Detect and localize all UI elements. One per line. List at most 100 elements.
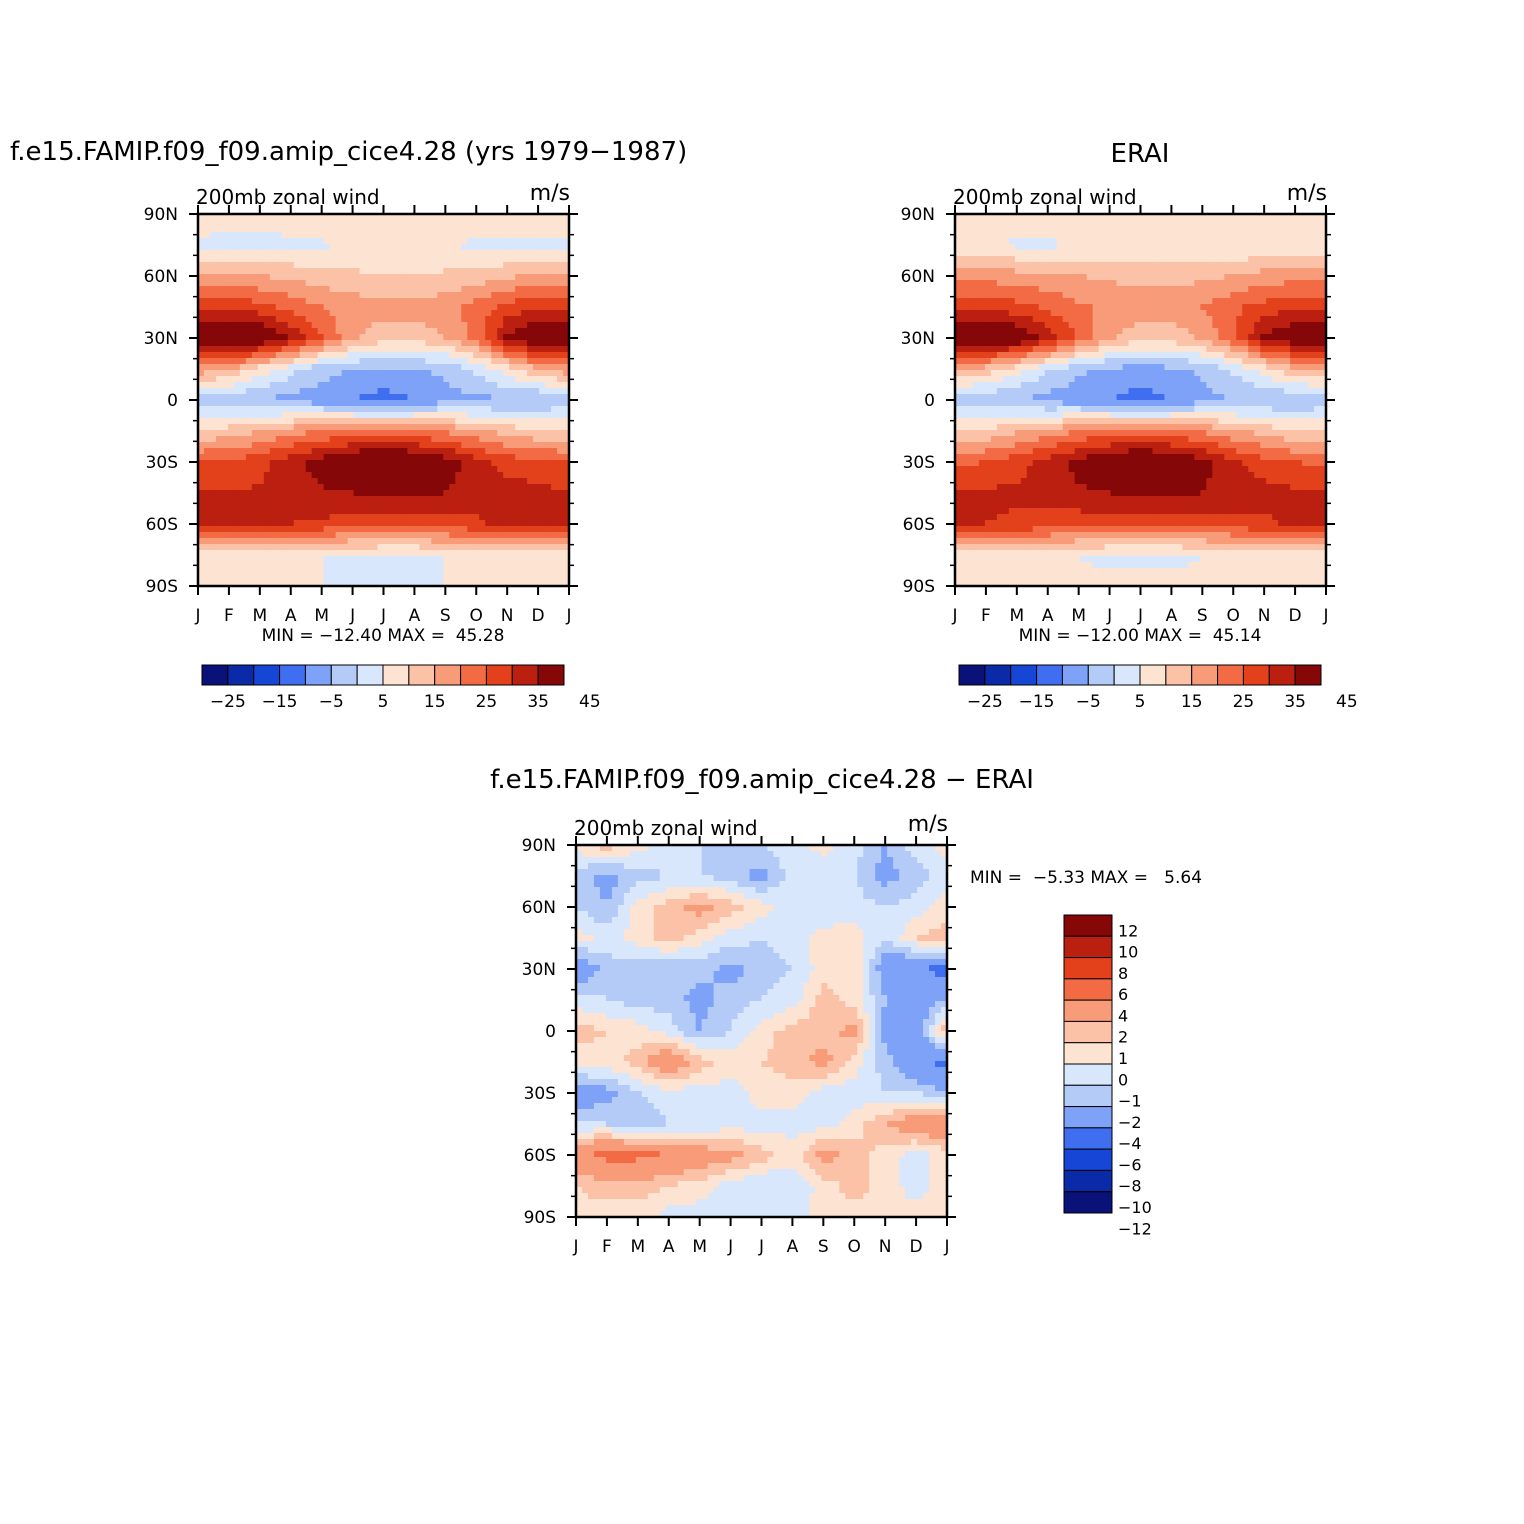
contour-cell (425, 466, 432, 473)
contour-cell (371, 352, 379, 359)
contour-cell (419, 388, 426, 395)
contour-cell (425, 538, 432, 545)
contour-cell (269, 478, 277, 485)
contour-cell (341, 280, 349, 287)
contour-cell (401, 250, 409, 257)
contour-cell (287, 376, 295, 383)
contour-cell (1050, 262, 1058, 269)
contour-cell (431, 250, 438, 257)
contour-cell (1212, 220, 1219, 227)
contour-cell (461, 250, 468, 257)
contour-cell (479, 298, 486, 305)
contour-cell (563, 574, 569, 581)
contour-cell (425, 418, 432, 425)
contour-cell (377, 502, 385, 509)
contour-cell (359, 364, 367, 371)
contour-cell (377, 574, 385, 581)
contour-cell (485, 310, 492, 317)
contour-cell (1158, 232, 1166, 239)
contour-cell (1032, 262, 1040, 269)
contour-cell (335, 568, 343, 575)
contour-cell (1068, 298, 1076, 305)
contour-cell (227, 244, 235, 251)
contour-cell (215, 538, 223, 545)
contour-cell (245, 232, 253, 239)
contour-cell (1044, 280, 1052, 287)
contour-cell (497, 550, 504, 557)
contour-cell (1068, 310, 1076, 317)
contour-cell (389, 532, 397, 539)
contour-cell (269, 448, 277, 455)
contour-cell (1206, 244, 1213, 251)
contour-cell (1272, 244, 1279, 251)
contour-cell (485, 346, 492, 353)
contour-cell (377, 448, 385, 455)
contour-cell (996, 244, 1004, 251)
contour-cell (539, 580, 546, 586)
contour-cell (395, 520, 403, 527)
contour-cell (443, 316, 450, 323)
contour-cell (1008, 304, 1016, 311)
contour-cell (257, 442, 265, 449)
contour-cell (251, 508, 259, 515)
contour-cell (209, 520, 217, 527)
contour-cell (1188, 268, 1195, 275)
contour-cell (491, 400, 498, 407)
contour-cell (401, 322, 409, 329)
contour-cell (551, 268, 558, 275)
contour-cell (515, 376, 522, 383)
colorbar-swatch (330, 664, 358, 686)
contour-cell (317, 316, 325, 323)
contour-cell (449, 562, 456, 569)
contour-cell (1146, 238, 1154, 245)
contour-cell (1152, 274, 1160, 281)
contour-cell (563, 460, 569, 467)
contour-cell (1236, 250, 1243, 257)
contour-cell (473, 406, 480, 413)
contour-cell (323, 472, 331, 479)
contour-cell (251, 340, 259, 347)
panel-title: ERAI (1111, 139, 1170, 169)
contour-cell (341, 442, 349, 449)
contour-cell (539, 562, 546, 569)
contour-cell (245, 214, 253, 221)
contour-cell (293, 244, 301, 251)
contour-cell (293, 418, 301, 425)
contour-cell (1152, 214, 1160, 221)
contour-cell (1014, 220, 1022, 227)
contour-cell (533, 226, 540, 233)
contour-cell (1320, 220, 1326, 227)
contour-cell (198, 250, 205, 257)
contour-cell (996, 274, 1004, 281)
contour-cell (329, 382, 337, 389)
contour-cell (461, 430, 468, 437)
contour-cell (257, 400, 265, 407)
contour-cell (245, 574, 253, 581)
contour-cell (425, 232, 432, 239)
contour-cell (449, 418, 456, 425)
contour-cell (563, 448, 569, 455)
contour-cell (227, 250, 235, 257)
contour-cell (533, 310, 540, 317)
contour-cell (563, 538, 569, 545)
contour-cell (461, 472, 468, 479)
contour-cell (479, 406, 486, 413)
contour-cell (449, 238, 456, 245)
contour-cell (383, 526, 391, 533)
contour-cell (335, 556, 343, 563)
contour-cell (1128, 280, 1136, 287)
contour-cell (455, 250, 462, 257)
contour-cell (509, 340, 516, 347)
contour-cell (263, 514, 271, 521)
contour-cell (251, 262, 259, 269)
contour-cell (521, 520, 528, 527)
contour-cell (293, 484, 301, 491)
contour-cell (545, 472, 552, 479)
contour-cell (251, 298, 259, 305)
contour-cell (437, 286, 444, 293)
contour-cell (341, 562, 349, 569)
contour-cell (1002, 256, 1010, 263)
contour-cell (521, 358, 528, 365)
contour-cell (383, 232, 391, 239)
contour-cell (1308, 238, 1315, 245)
